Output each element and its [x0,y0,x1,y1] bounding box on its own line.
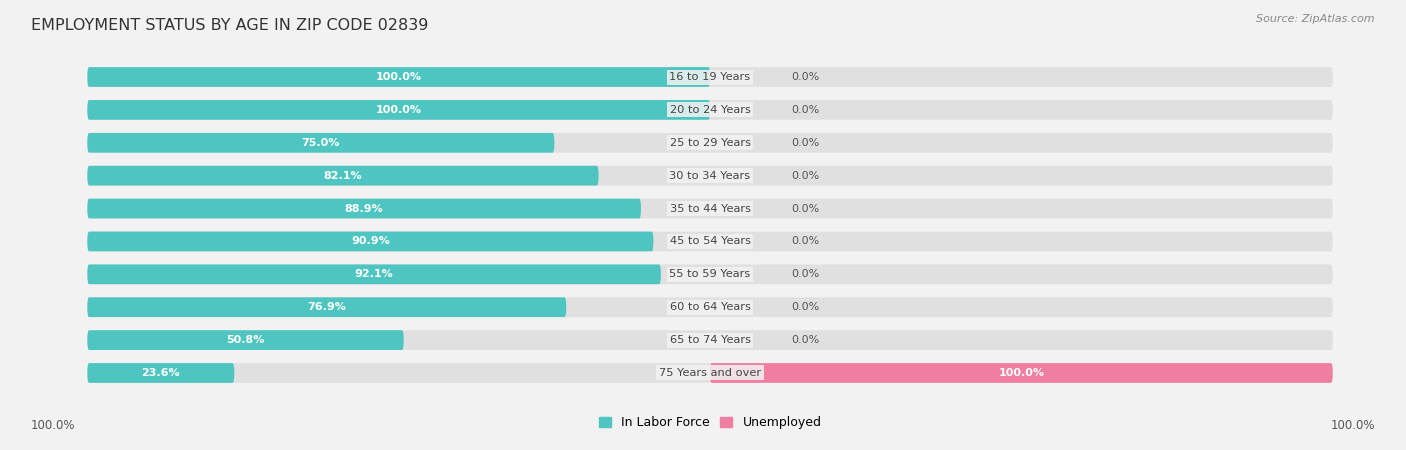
FancyBboxPatch shape [87,330,1333,350]
FancyBboxPatch shape [87,166,1333,185]
Text: 0.0%: 0.0% [792,171,820,180]
FancyBboxPatch shape [87,363,235,383]
FancyBboxPatch shape [87,330,404,350]
Text: 0.0%: 0.0% [792,72,820,82]
Text: 75.0%: 75.0% [302,138,340,148]
Text: 100.0%: 100.0% [31,419,76,432]
FancyBboxPatch shape [87,67,710,87]
Text: 0.0%: 0.0% [792,335,820,345]
FancyBboxPatch shape [87,297,567,317]
FancyBboxPatch shape [87,166,599,185]
Text: 23.6%: 23.6% [142,368,180,378]
Text: 50.8%: 50.8% [226,335,264,345]
Text: 0.0%: 0.0% [792,270,820,279]
Text: 20 to 24 Years: 20 to 24 Years [669,105,751,115]
Text: 0.0%: 0.0% [792,203,820,214]
Text: 25 to 29 Years: 25 to 29 Years [669,138,751,148]
FancyBboxPatch shape [710,363,1333,383]
FancyBboxPatch shape [87,363,1333,383]
FancyBboxPatch shape [87,265,661,284]
FancyBboxPatch shape [87,232,654,251]
FancyBboxPatch shape [87,133,1333,153]
Text: 82.1%: 82.1% [323,171,363,180]
Text: 30 to 34 Years: 30 to 34 Years [669,171,751,180]
Text: 88.9%: 88.9% [344,203,384,214]
Text: 45 to 54 Years: 45 to 54 Years [669,236,751,247]
Text: Source: ZipAtlas.com: Source: ZipAtlas.com [1257,14,1375,23]
FancyBboxPatch shape [87,100,1333,120]
Text: 0.0%: 0.0% [792,302,820,312]
Text: 100.0%: 100.0% [375,72,422,82]
FancyBboxPatch shape [87,297,1333,317]
FancyBboxPatch shape [87,100,710,120]
FancyBboxPatch shape [87,67,1333,87]
Text: 75 Years and over: 75 Years and over [659,368,761,378]
Text: 92.1%: 92.1% [354,270,394,279]
FancyBboxPatch shape [87,232,1333,251]
Text: 0.0%: 0.0% [792,138,820,148]
Text: 65 to 74 Years: 65 to 74 Years [669,335,751,345]
Text: 60 to 64 Years: 60 to 64 Years [669,302,751,312]
Text: 0.0%: 0.0% [792,105,820,115]
Text: EMPLOYMENT STATUS BY AGE IN ZIP CODE 02839: EMPLOYMENT STATUS BY AGE IN ZIP CODE 028… [31,18,429,33]
FancyBboxPatch shape [87,265,1333,284]
Text: 55 to 59 Years: 55 to 59 Years [669,270,751,279]
Text: 76.9%: 76.9% [308,302,346,312]
FancyBboxPatch shape [87,199,641,218]
FancyBboxPatch shape [87,199,1333,218]
Text: 35 to 44 Years: 35 to 44 Years [669,203,751,214]
FancyBboxPatch shape [87,133,554,153]
Legend: In Labor Force, Unemployed: In Labor Force, Unemployed [593,411,827,434]
Text: 0.0%: 0.0% [792,236,820,247]
Text: 100.0%: 100.0% [375,105,422,115]
Text: 100.0%: 100.0% [1330,419,1375,432]
Text: 16 to 19 Years: 16 to 19 Years [669,72,751,82]
Text: 90.9%: 90.9% [352,236,389,247]
Text: 100.0%: 100.0% [998,368,1045,378]
